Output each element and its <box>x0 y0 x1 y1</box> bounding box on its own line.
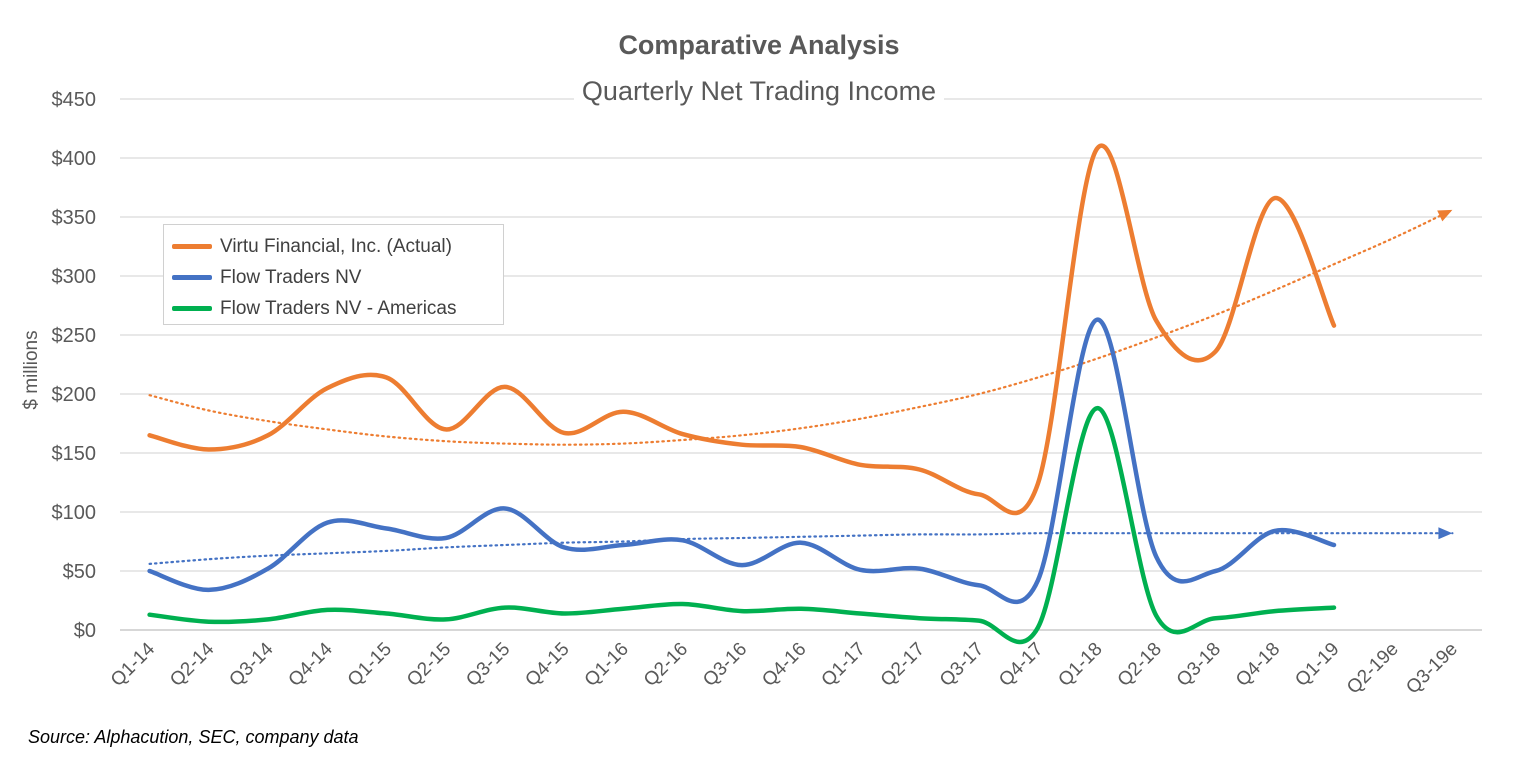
source-note: Source: Alphacution, SEC, company data <box>28 727 359 747</box>
y-tick-label-250: $250 <box>52 325 97 347</box>
legend-swatch-flow-traders <box>172 275 212 280</box>
y-tick-label-350: $350 <box>52 207 97 229</box>
series-line-flow-traders-nv-americas <box>147 405 1337 645</box>
x-tick-label-q2-19e: Q2-19e <box>1343 639 1403 699</box>
x-tick-label-q1-15: Q1-15 <box>344 639 396 691</box>
series-lines <box>147 143 1337 645</box>
legend-swatch-virtu <box>172 244 212 249</box>
chart-title: Comparative Analysis <box>618 30 900 60</box>
y-tick-label-0: $0 <box>74 620 96 642</box>
legend-item-flow-traders-americas: Flow Traders NV - Americas <box>172 293 503 324</box>
legend-swatch-flow-traders-americas <box>172 306 212 311</box>
legend-label-virtu: Virtu Financial, Inc. (Actual) <box>220 235 452 257</box>
x-tick-label-q2-16: Q2-16 <box>640 639 692 691</box>
y-axis-label: $ millions <box>21 330 42 410</box>
x-tick-label-q4-16: Q4-16 <box>758 639 810 691</box>
legend-item-flow-traders: Flow Traders NV <box>172 262 503 293</box>
trendline-virtu-financial-inc-actual <box>148 208 1454 446</box>
x-tick-label-q2-15: Q2-15 <box>403 639 455 691</box>
x-tick-label-q1-18: Q1-18 <box>1054 639 1106 691</box>
x-tick-label-q1-14: Q1-14 <box>107 638 159 690</box>
y-tick-label-100: $100 <box>52 502 97 524</box>
trendline-arrow-virtu-financial-inc-actual <box>1437 209 1453 222</box>
y-tick-label-150: $150 <box>52 443 97 465</box>
gridlines <box>120 98 1482 631</box>
x-tick-label-q1-16: Q1-16 <box>581 639 633 691</box>
x-tick-label-q3-16: Q3-16 <box>699 639 751 691</box>
y-tick-label-400: $400 <box>52 148 97 170</box>
x-tick-label-q3-17: Q3-17 <box>936 639 988 691</box>
x-tick-label-q4-18: Q4-18 <box>1232 639 1284 691</box>
x-tick-label-q4-17: Q4-17 <box>995 639 1047 691</box>
x-tick-label-q4-14: Q4-14 <box>285 638 337 690</box>
x-tick-label-q3-14: Q3-14 <box>225 638 277 690</box>
trendline-flow-traders-nv <box>148 532 1454 565</box>
y-tick-label-450: $450 <box>52 89 97 111</box>
y-tick-labels: $0 $50 $100 $150 $200 $250 $300 $350 $400 $450 <box>52 89 97 642</box>
legend-item-virtu: Virtu Financial, Inc. (Actual) <box>172 231 503 262</box>
x-tick-labels: Q1-14 Q2-14 Q3-14 Q4-14 Q1-15 Q2-15 Q3-15 Q4-15… <box>107 638 1462 698</box>
trendline-arrow-flow-traders-nv <box>1438 527 1453 540</box>
x-tick-label-q1-17: Q1-17 <box>818 639 870 691</box>
legend: Virtu Financial, Inc. (Actual) Flow Trad… <box>163 224 504 325</box>
x-tick-label-q1-19: Q1-19 <box>1291 639 1343 691</box>
x-tick-label-q3-19e: Q3-19e <box>1402 639 1462 699</box>
series-line-virtu-financial-inc-actual <box>147 143 1337 516</box>
x-tick-label-q3-18: Q3-18 <box>1173 639 1225 691</box>
y-tick-label-300: $300 <box>52 266 97 288</box>
x-tick-label-q2-14: Q2-14 <box>166 638 218 690</box>
y-tick-label-200: $200 <box>52 384 97 406</box>
series-line-flow-traders-nv <box>147 317 1337 605</box>
x-tick-label-q2-17: Q2-17 <box>877 639 929 691</box>
x-tick-label-q2-18: Q2-18 <box>1114 639 1166 691</box>
y-tick-label-50: $50 <box>63 561 96 583</box>
x-tick-label-q4-15: Q4-15 <box>521 639 573 691</box>
trendlines <box>148 208 1454 565</box>
legend-label-flow-traders-americas: Flow Traders NV - Americas <box>220 297 457 319</box>
legend-label-flow-traders: Flow Traders NV <box>220 266 362 288</box>
x-tick-label-q3-15: Q3-15 <box>462 639 514 691</box>
